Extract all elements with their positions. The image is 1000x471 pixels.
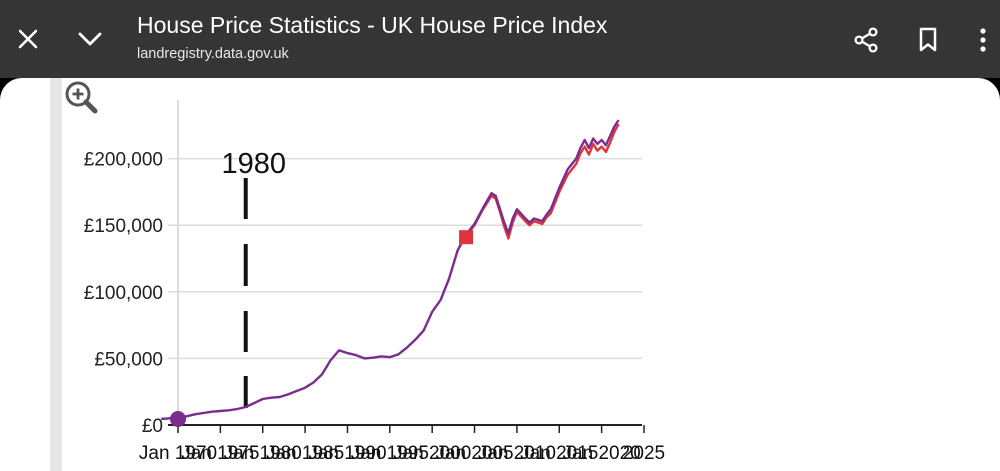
more-vert-icon	[980, 28, 986, 52]
chevron-down-icon	[78, 32, 102, 46]
x-tick-label: Jan 2015	[520, 443, 598, 464]
x-tick-label: 2025	[623, 443, 665, 464]
y-tick-label: £0	[142, 416, 163, 437]
zoom-in-button[interactable]	[64, 80, 98, 114]
page-url: landregistry.data.gov.uk	[137, 46, 289, 62]
series-start-marker	[459, 230, 474, 245]
bookmark-icon	[919, 27, 937, 52]
browser-toolbar: House Price Statistics - UK House Price …	[0, 0, 1000, 78]
series-start-marker	[170, 411, 186, 428]
house-price-chart: £0 £50,000 £100,000 £150,000 £200,000 Jan 19…	[84, 100, 665, 464]
x-tick-label: Jan 1975	[181, 443, 259, 464]
zoom-in-icon	[65, 81, 98, 114]
x-tick-label: Jan 2005	[435, 443, 513, 464]
x-tick-label: Jan 2010	[478, 443, 556, 464]
y-tick-label: £150,000	[84, 216, 163, 237]
x-tick-label: Jan 1980	[224, 443, 302, 464]
more-menu-button[interactable]	[966, 20, 1000, 60]
annotation-label: 1980	[221, 148, 286, 180]
collapse-button[interactable]	[70, 19, 110, 59]
x-tick-label: Jan 1995	[351, 443, 429, 464]
x-tick-label: Jan 2000	[393, 443, 471, 464]
series-line	[465, 123, 620, 240]
page-content: £0 £50,000 £100,000 £150,000 £200,000 Jan 19…	[0, 78, 1000, 471]
x-tick-label: Jan 1985	[266, 443, 344, 464]
x-tick-label: Jan 2020	[563, 443, 641, 464]
y-tick-label: £50,000	[94, 349, 163, 370]
y-tick-label: £100,000	[84, 283, 163, 304]
share-icon	[854, 27, 878, 53]
close-button[interactable]	[8, 19, 48, 59]
close-icon	[18, 29, 38, 49]
page-side-strip	[50, 78, 62, 471]
series-line	[161, 119, 620, 421]
page-title: House Price Statistics - UK House Price …	[137, 12, 608, 38]
share-button[interactable]	[846, 20, 886, 60]
x-tick-label: Jan 1990	[308, 443, 386, 464]
x-tick-label: Jan 1970	[139, 443, 217, 464]
bookmark-button[interactable]	[908, 20, 948, 60]
y-tick-label: £200,000	[84, 150, 163, 171]
